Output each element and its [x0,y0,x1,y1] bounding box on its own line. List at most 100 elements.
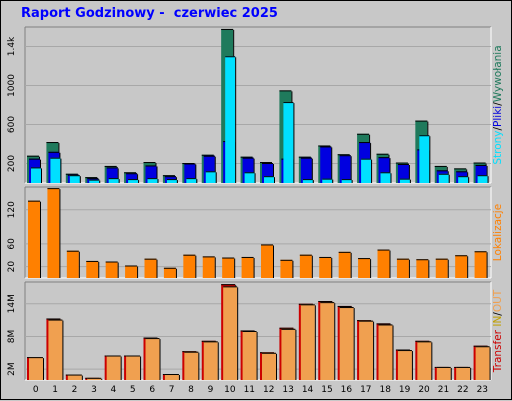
bar-kb_out-hour-10-shadow [237,287,239,380]
bar-visits-hour-8-body [183,254,196,278]
bar-kb_out-hour-19 [397,350,413,380]
transfer-panel-ytick-label: 8M [7,330,17,344]
bar-visits-hour-6-shadow [156,259,158,278]
hits-panel-ytick-label: 600 [7,116,17,133]
x-tick-label: 20 [418,385,430,395]
bar-visits-hour-19-shadow [408,259,410,278]
bar-files-hour-4-top-edge [106,167,118,169]
bar-visits-hour-7 [163,267,177,278]
bar-visits-hour-23-shadow [486,252,488,278]
bar-files-hour-15-top-edge [320,146,332,148]
x-tick-label: 5 [130,385,136,395]
bar-files-hour-14-shadow [311,158,313,183]
bar-pages-hour-13 [283,102,295,183]
bar-files-hour-15-shadow [331,147,333,183]
hits-panel-ytick-label: 1000 [7,74,17,97]
bar-visits-hour-14 [299,254,313,278]
bar-kb_out-hour-0-body [29,357,43,380]
bar-kb_out-hour-11-shadow [256,332,258,380]
bar-visits-hour-14-body [299,254,312,278]
bar-files-hour-5-body [126,173,138,183]
bar-kb_out-hour-23-body [475,346,490,380]
bar-kb_in-hour-17-top-edge [357,320,372,322]
bar-visits-hour-0 [28,200,41,278]
bar-kb_in-hour-10-top-edge [221,284,236,286]
bar-kb_out-hour-1-top-edge [48,319,63,321]
bar-kb_out-hour-11-body [242,331,257,380]
bar-visits-hour-20 [416,259,430,278]
visits-panel-ytick-label: 20 [7,261,17,273]
bar-files-hour-23-top-edge [475,164,487,166]
bar-kb_out-hour-14 [300,304,316,380]
bar-visits-hour-15-shadow [331,257,333,278]
bar-visits-hour-22 [455,255,469,278]
bar-pages-hour-0 [31,167,42,183]
bar-kb_out-hour-23-top-edge [475,346,490,348]
bar-files-hour-9-shadow [214,156,216,183]
bar-visits-hour-10 [222,257,236,278]
bar-files-hour-6 [145,165,158,183]
bar-kb_out-hour-9-shadow [217,342,219,380]
bar-pages-hour-16-body [341,179,352,183]
x-tick-label: 11 [244,385,255,395]
bar-visits-hour-3 [86,260,100,278]
bar-files-hour-19-shadow [408,164,410,183]
bar-files-hour-1-top-edge [48,151,60,153]
legend-sep: / [492,312,504,316]
bar-kb_out-hour-1 [48,319,64,380]
bar-visits-hour-0-shadow [40,201,41,278]
bar-kb_in-hour-8-top-edge [182,351,197,353]
bar-kb_out-hour-21-top-edge [436,366,451,368]
bar-pages-hour-17-body [361,158,372,183]
bar-visits-hour-6-body [144,258,157,278]
bar-visits-hour-17 [358,258,372,278]
bar-pages-hour-5-top-edge [128,179,139,181]
panel-1 [24,26,492,184]
bar-kb_out-hour-9-body [203,341,218,380]
bar-hits-hour-19-top-edge [395,162,408,164]
bar-pages-hour-13-top-edge [283,102,294,104]
bar-kb_out-hour-0-shadow [43,358,44,380]
bar-files-hour-5 [126,173,139,183]
bar-visits-hour-0-body [28,200,40,278]
bar-pages-hour-18-shadow [390,173,392,183]
bar-visits-hour-22-body [455,255,468,278]
bar-visits-hour-23 [474,251,488,278]
bar-kb_out-hour-12 [262,352,277,380]
bar-files-hour-16-body [339,155,351,183]
bar-pages-hour-4-body [108,178,119,183]
x-tick-label: 2 [72,385,78,395]
visits-panel-ytick-label: 60 [7,238,17,250]
bar-pages-hour-3-top-edge [89,179,100,181]
bar-visits-hour-1-body [47,188,60,278]
bar-kb_out-hour-4-body [106,355,121,380]
bar-kb_out-hour-6-shadow [159,339,161,380]
bar-visits-hour-1-top-edge [47,188,60,190]
bar-visits-hour-18-body [377,249,390,278]
bar-kb_in-hour-1-top-edge [46,318,61,320]
x-tick-label: 13 [282,385,293,395]
bar-files-hour-5-shadow [137,174,139,183]
bar-visits-hour-16-body [338,251,351,278]
bar-kb_out-hour-18 [378,324,394,380]
bar-hits-hour-7-top-edge [162,175,175,177]
bar-files-hour-21-top-edge [436,170,448,172]
bar-kb_out-hour-3 [87,377,103,380]
bar-visits-hour-11-shadow [253,257,255,278]
bar-hits-hour-10-top-edge [221,28,234,30]
bar-pages-hour-10-shadow [235,57,237,183]
bar-visits-hour-12-top-edge [261,244,273,246]
bar-kb_out-hour-1-shadow [62,320,64,380]
bar-visits-hour-19-top-edge [396,258,409,260]
bar-visits-hour-11 [241,256,255,278]
bar-visits-hour-23-body [474,251,487,278]
bar-files-hour-11-shadow [253,158,255,183]
bar-visits-hour-0-top-edge [28,200,40,202]
legend-files: Pliki [492,106,504,127]
bar-files-hour-19-top-edge [397,163,409,165]
x-tick-label: 3 [91,385,97,395]
bar-visits-hour-3-top-edge [86,260,99,262]
bar-kb_out-hour-13 [281,328,297,380]
bar-pages-hour-8-top-edge [186,178,197,180]
bar-hits-hour-1-top-edge [46,142,59,144]
